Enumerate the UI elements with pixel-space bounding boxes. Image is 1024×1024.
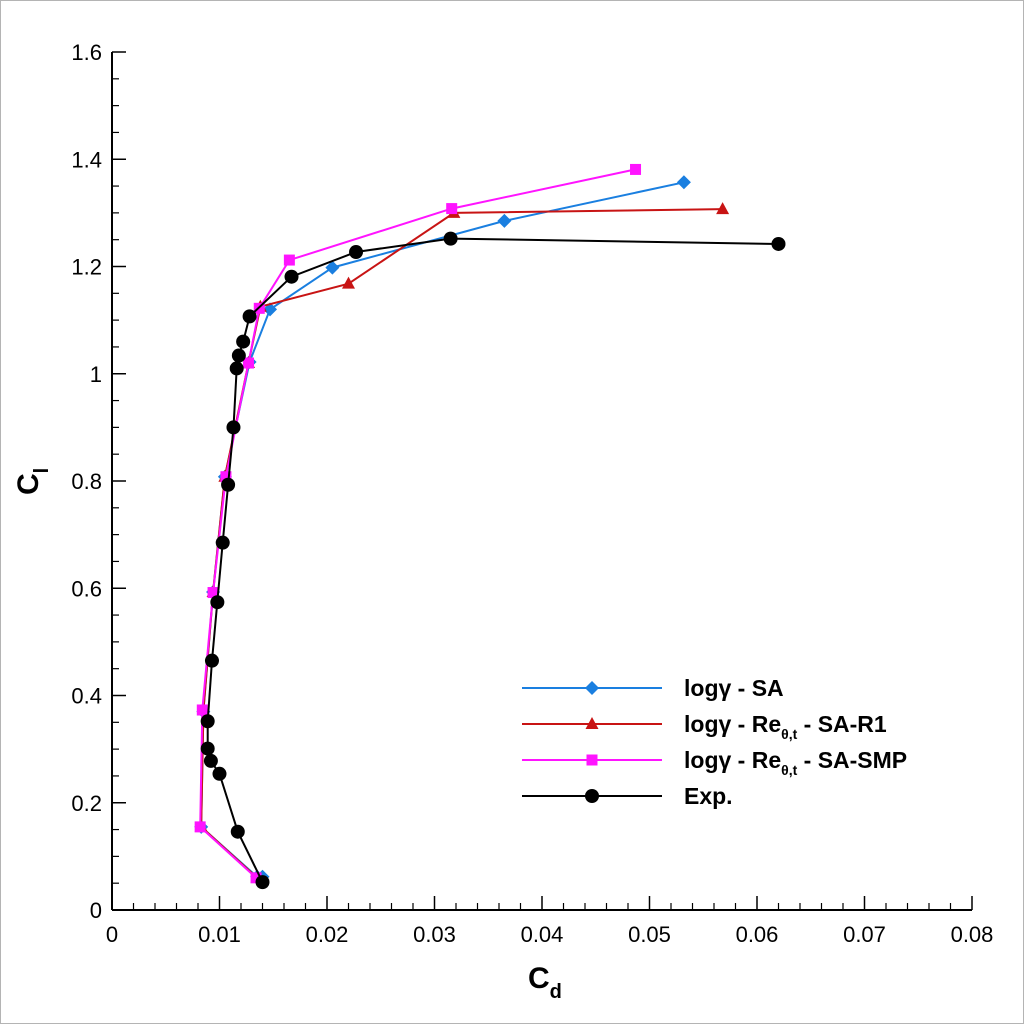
x-tick-label: 0.08 — [951, 922, 994, 947]
data-point — [207, 587, 219, 599]
data-point — [716, 202, 730, 215]
legend-item: logγ - SA — [522, 675, 784, 701]
x-tick-label: 0.03 — [413, 922, 456, 947]
data-point — [349, 245, 364, 260]
data-point — [230, 824, 245, 839]
data-point — [226, 420, 241, 435]
y-tick-label: 0 — [90, 898, 102, 923]
y-tick-label: 0.6 — [71, 576, 102, 601]
data-point — [200, 714, 215, 729]
data-point — [204, 653, 219, 668]
legend-label-suffix: - SA-R1 — [797, 711, 887, 737]
y-tick-label: 1.4 — [71, 147, 102, 172]
legend-label-main: logγ - Re — [684, 711, 781, 737]
y-tick-label: 0.2 — [71, 791, 102, 816]
legend-label: logγ - Reθ,t - SA-SMP — [684, 747, 907, 778]
legend-label-main: logγ - SA — [684, 675, 784, 701]
legend-label-main: Exp. — [684, 783, 733, 809]
y-tick-label: 0.8 — [71, 469, 102, 494]
y-tick-label: 1.2 — [71, 255, 102, 280]
x-tick-label: 0.04 — [521, 922, 564, 947]
data-point — [446, 203, 458, 215]
plot-series — [194, 163, 786, 890]
data-point — [215, 535, 230, 550]
data-point — [196, 704, 208, 716]
axes: 0 0.01 0.02 0.03 0.04 0.05 0.06 0.07 0.08 0 0.2 0.4… — [12, 40, 993, 1003]
data-point — [630, 163, 642, 175]
data-point — [342, 276, 355, 289]
y-tick-label: 1.6 — [71, 40, 102, 65]
legend-item: logγ - Reθ,t - SA-R1 — [522, 711, 887, 742]
data-point — [255, 875, 270, 890]
y-axis-title-sub: l — [31, 468, 53, 474]
series-line — [200, 208, 723, 879]
series-2 — [194, 163, 642, 884]
legend-label: Exp. — [684, 783, 733, 809]
x-axis-title: Cd — [528, 962, 562, 1003]
data-point — [236, 334, 251, 349]
data-point — [283, 254, 295, 266]
legend-label-sub: θ,t — [781, 726, 797, 742]
x-tick-label: 0.05 — [628, 922, 671, 947]
y-tick-label: 1 — [90, 362, 102, 387]
x-tick-label: 0 — [106, 922, 118, 947]
x-tick-label: 0.01 — [198, 922, 241, 947]
series-3 — [200, 231, 786, 890]
legend-label-sub: θ,t — [781, 762, 797, 778]
x-axis-title-sub: d — [550, 981, 562, 1003]
data-point — [284, 269, 299, 284]
x-tick-label: 0.06 — [736, 922, 779, 947]
legend-marker — [585, 717, 599, 729]
legend-marker — [585, 681, 599, 695]
data-point — [220, 471, 232, 483]
data-point — [250, 872, 262, 884]
series-1 — [194, 202, 730, 883]
data-point — [497, 213, 512, 228]
data-point — [212, 766, 227, 781]
series-line — [199, 168, 636, 879]
legend-label: logγ - Reθ,t - SA-R1 — [684, 711, 887, 742]
data-point — [221, 477, 236, 492]
legend-marker — [585, 789, 599, 803]
y-axis-title-main: C — [12, 473, 45, 495]
legend-label-suffix: - SA-SMP — [797, 747, 907, 773]
series-0 — [194, 175, 691, 884]
data-point — [203, 753, 218, 768]
data-point — [325, 260, 340, 275]
x-tick-label: 0.07 — [843, 922, 886, 947]
legend-label: logγ - SA — [684, 675, 784, 701]
legend-item: Exp. — [522, 783, 733, 809]
y-tick-label: 0.4 — [71, 684, 102, 709]
data-point — [231, 348, 246, 363]
data-point — [443, 231, 458, 246]
data-point — [242, 309, 257, 324]
y-axis-title: Cl — [12, 468, 53, 495]
legend-item: logγ - Reθ,t - SA-SMP — [522, 747, 907, 778]
x-tick-label: 0.02 — [306, 922, 349, 947]
legend-marker — [586, 754, 598, 766]
legend-label-main: logγ - Re — [684, 747, 781, 773]
data-point — [194, 821, 206, 833]
data-point — [676, 175, 691, 190]
x-axis-title-main: C — [528, 962, 550, 995]
data-point — [771, 236, 786, 251]
data-point — [243, 357, 255, 369]
data-point — [229, 361, 244, 376]
data-point — [210, 595, 225, 610]
data-point — [200, 741, 215, 756]
